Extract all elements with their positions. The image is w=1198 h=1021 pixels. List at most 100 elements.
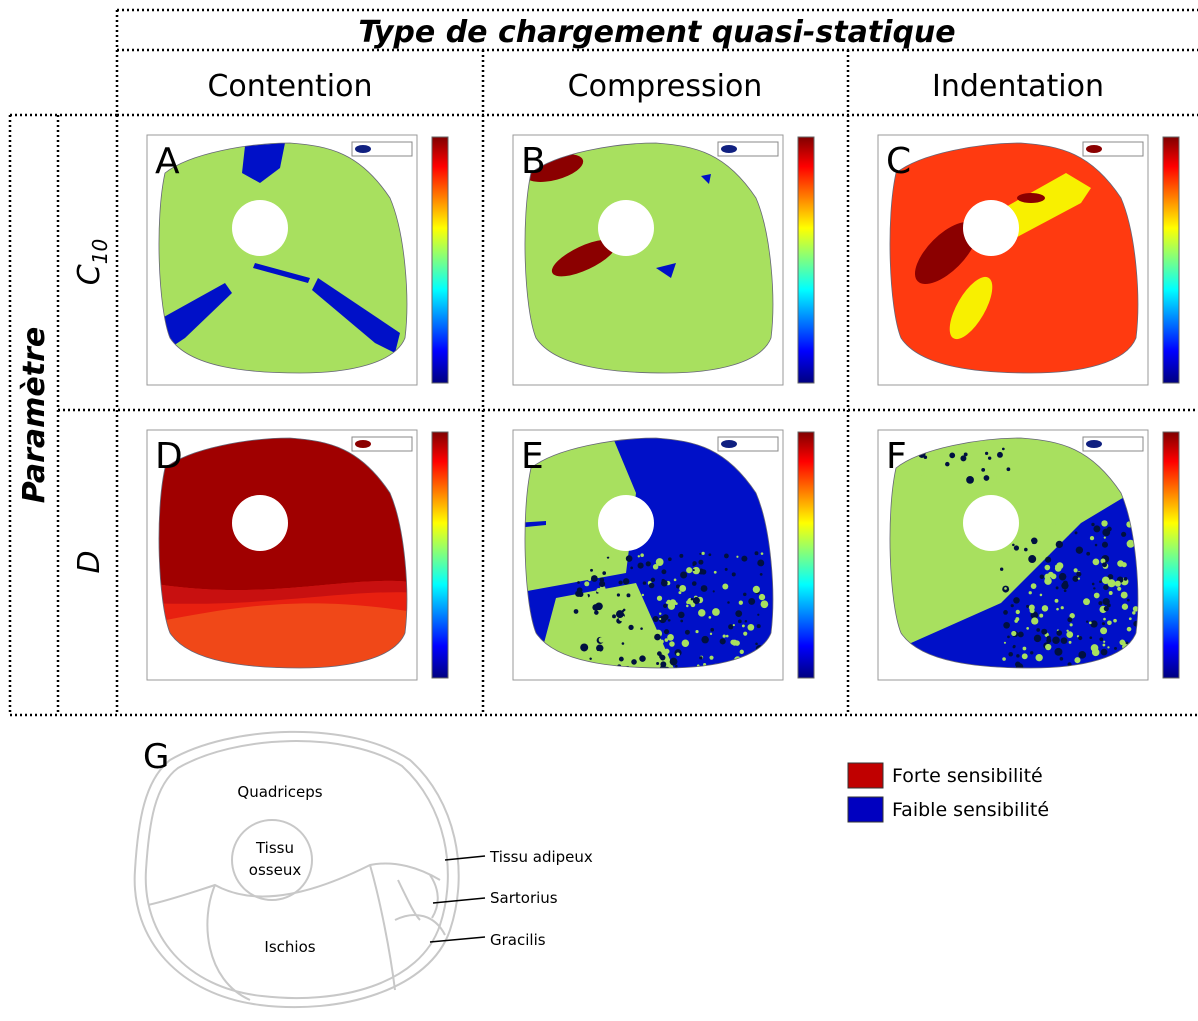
row-label-base: C	[72, 264, 107, 285]
speckle	[1099, 580, 1102, 584]
speckle	[1107, 646, 1110, 649]
speckle	[1063, 589, 1067, 593]
speckle	[1073, 568, 1078, 573]
speckle	[1126, 539, 1135, 548]
speckle	[1103, 640, 1106, 643]
speckle	[1007, 635, 1010, 639]
speckle	[1126, 598, 1130, 602]
speckle	[760, 600, 769, 609]
speckle	[1000, 580, 1004, 583]
speckle	[735, 610, 743, 618]
speckle	[1039, 574, 1045, 580]
speckle	[659, 639, 664, 644]
speckle	[668, 557, 672, 562]
speckle	[1113, 618, 1117, 623]
speckle	[743, 631, 748, 636]
speckle	[602, 571, 607, 575]
speckle	[1056, 607, 1059, 611]
region	[242, 143, 285, 183]
speckle	[1059, 657, 1064, 661]
speckle	[1039, 613, 1044, 618]
speckle	[1103, 617, 1106, 621]
speckle	[588, 571, 591, 574]
speckle	[1012, 543, 1015, 547]
speckle	[1093, 525, 1101, 533]
speckle	[760, 552, 764, 555]
column-label: Compression	[568, 69, 763, 104]
speckle	[1086, 551, 1091, 556]
legend-swatch	[847, 762, 884, 789]
speckle	[757, 559, 765, 567]
speckle	[616, 593, 620, 597]
speckle	[1132, 606, 1138, 612]
speckle	[599, 580, 606, 588]
speckle	[1028, 555, 1037, 564]
speckle	[1026, 627, 1029, 630]
speckle	[995, 476, 1002, 483]
inset-legend-mark	[355, 440, 371, 448]
speckle	[656, 595, 663, 601]
speckle	[1101, 576, 1110, 585]
speckle	[756, 624, 761, 629]
speckle	[722, 634, 726, 638]
speckle	[1101, 622, 1106, 626]
annotation: Gracilis	[490, 931, 546, 949]
speckle	[754, 551, 759, 556]
speckle	[637, 555, 640, 558]
speckle	[638, 634, 645, 641]
speckle	[573, 609, 579, 614]
speckle	[573, 618, 581, 626]
speckle	[679, 585, 687, 592]
region	[524, 521, 546, 528]
speckle	[609, 630, 613, 634]
speckle	[1101, 520, 1108, 527]
speckle	[1068, 640, 1072, 644]
speckle	[618, 580, 623, 585]
panel-letter: A	[155, 141, 180, 182]
speckle	[712, 590, 715, 593]
anatomy-diagram	[133, 730, 460, 1009]
legend-label: Faible sensibilité	[892, 799, 1049, 821]
speckle	[1072, 575, 1079, 582]
annotation: Sartorius	[490, 889, 558, 907]
region	[253, 263, 310, 283]
speckle	[631, 659, 637, 665]
map-clip	[889, 143, 1138, 373]
speckle	[1098, 601, 1103, 606]
speckle	[686, 567, 693, 574]
speckle	[1010, 604, 1014, 608]
speckle	[1069, 613, 1075, 619]
speckle	[1074, 531, 1078, 535]
speckle	[1066, 629, 1069, 632]
speckle	[725, 634, 729, 638]
speckle	[1014, 619, 1019, 623]
speckle	[1039, 593, 1043, 597]
speckle	[623, 641, 631, 649]
region	[949, 276, 993, 340]
speckle	[921, 461, 925, 465]
speckle	[1055, 519, 1063, 527]
speckle	[997, 451, 1003, 458]
speckle	[1132, 611, 1136, 615]
speckle	[723, 553, 729, 559]
speckle	[1003, 610, 1008, 615]
speckle	[1102, 643, 1106, 647]
header-title: Type de chargement quasi-statique	[358, 15, 955, 50]
speckle	[577, 568, 584, 575]
speckle	[652, 564, 659, 570]
speckle	[1054, 647, 1063, 656]
map-outline	[524, 142, 774, 374]
region	[551, 239, 617, 277]
row-label: D	[72, 550, 107, 573]
speckle	[1033, 634, 1042, 643]
speckle	[701, 551, 705, 555]
inset-legend	[351, 141, 413, 157]
speckle	[1015, 661, 1021, 668]
speckle	[748, 597, 756, 605]
speckle	[739, 649, 744, 654]
speckle	[724, 567, 728, 571]
speckle	[1114, 646, 1117, 650]
map-outline	[889, 142, 1139, 374]
speckle	[1015, 609, 1020, 615]
